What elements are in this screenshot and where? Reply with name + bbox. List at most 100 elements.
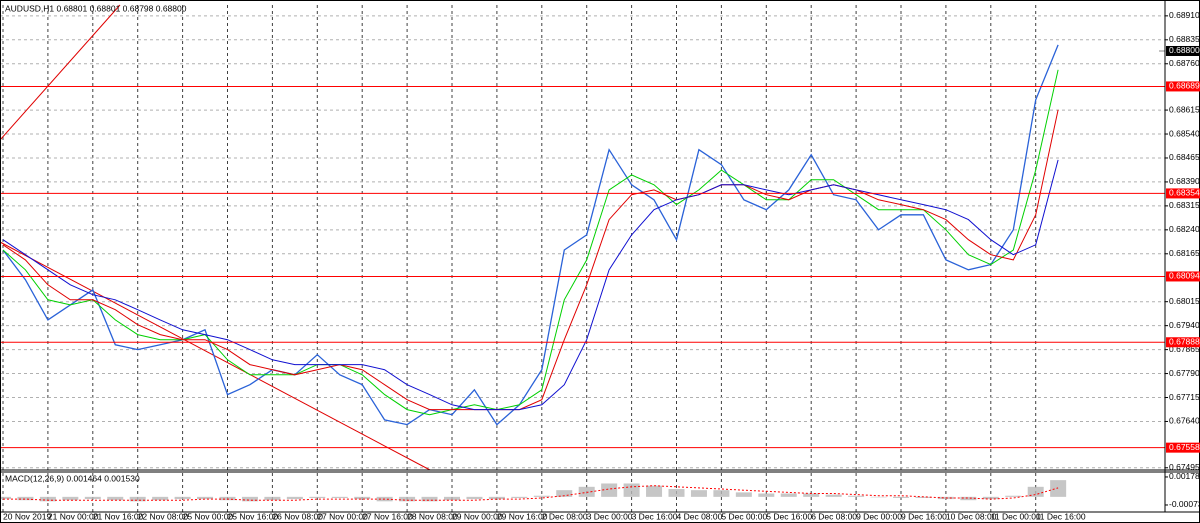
level-label-box — [1166, 271, 1200, 282]
y-tick-label: 0.68910 — [1169, 10, 1200, 20]
x-tick-label: 3 Dec 00:00 — [587, 511, 633, 521]
histogram-bar — [713, 490, 730, 497]
histogram-bar — [219, 496, 236, 501]
x-tick-label: 27 Nov 16:00 — [362, 511, 413, 521]
y-tick-label: 0.67790 — [1169, 368, 1200, 378]
x-tick-label: 25 Nov 16:00 — [228, 511, 279, 521]
level-label: 0.68094 — [1169, 271, 1200, 281]
x-tick-label: 21 Nov 16:00 — [93, 511, 144, 521]
histogram-bar — [399, 496, 416, 502]
x-tick-label: 4 Dec 08:00 — [677, 511, 723, 521]
histogram-bar — [1027, 486, 1044, 497]
series-line — [2, 159, 1059, 411]
x-tick-label: 9 Dec 00:00 — [856, 511, 902, 521]
plot-layer — [0, 44, 1165, 502]
current-price-label: 0.68800 — [1169, 45, 1200, 55]
y-tick-label: 0.68240 — [1169, 224, 1200, 234]
x-tick-label: 26 Nov 08:00 — [272, 511, 323, 521]
x-tick-label: 2 Dec 08:00 — [542, 511, 588, 521]
histogram-bar — [825, 494, 842, 497]
series-line — [2, 44, 1059, 426]
x-tick-label: 9 Dec 16:00 — [901, 511, 947, 521]
histogram-bar — [533, 495, 550, 497]
level-label: 0.68689 — [1169, 81, 1200, 91]
histogram-bar — [129, 496, 146, 502]
x-tick-label: 25 Nov 00:00 — [183, 511, 234, 521]
histogram-bar — [62, 496, 79, 501]
histogram-bar — [803, 493, 820, 497]
x-tick-label: 28 Nov 08:00 — [407, 511, 458, 521]
x-tick-label: 21 Nov 00:00 — [48, 511, 99, 521]
x-tick-label: 22 Nov 08:00 — [138, 511, 189, 521]
x-tick-label: 27 Nov 00:00 — [317, 511, 368, 521]
series-line — [2, 109, 1059, 411]
histogram-bar — [893, 496, 909, 498]
x-tick-label: 5 Dec 16:00 — [766, 511, 812, 521]
x-tick-label: 6 Dec 08:00 — [811, 511, 857, 521]
histogram-bar — [870, 496, 887, 498]
x-tick-label: 3 Dec 16:00 — [632, 511, 678, 521]
histogram-bar — [601, 483, 618, 497]
histogram-bar — [1005, 495, 1022, 497]
histogram-bar — [466, 496, 483, 500]
histogram-bar — [780, 493, 797, 497]
histogram-bar — [354, 496, 371, 500]
y-tick-label: 0.68540 — [1169, 128, 1200, 138]
histogram-bar — [17, 496, 34, 501]
histogram-bar — [623, 483, 640, 497]
histogram-bar — [488, 496, 505, 500]
histogram-bar — [960, 496, 977, 501]
y-tick-label: 0.67495 — [1169, 462, 1200, 472]
y-tick-label: 0.68165 — [1169, 248, 1200, 258]
level-label: 0.68354 — [1169, 188, 1200, 198]
histogram-bar — [511, 496, 528, 498]
x-tick-label: 29 Nov 16:00 — [497, 511, 548, 521]
histogram-bar — [421, 496, 438, 502]
y-tick-label: 0.68615 — [1169, 104, 1200, 114]
histogram-bar — [0, 496, 11, 500]
histogram-bar — [286, 496, 303, 500]
histogram-bar — [241, 496, 258, 502]
histogram-bar — [735, 492, 752, 497]
level-label-box — [1166, 442, 1200, 453]
histogram-bar — [758, 493, 775, 497]
level-label-box — [1166, 337, 1200, 348]
histogram-bar — [331, 496, 348, 498]
y-tick-label: 0.001785 — [1169, 471, 1200, 481]
x-tick-label: 5 Dec 00:00 — [721, 511, 767, 521]
y-tick-label: 0.68015 — [1169, 296, 1200, 306]
current-price-box — [1166, 45, 1200, 56]
indicator-title: MACD(12,26,9) 0.001464 0.001530 — [5, 473, 140, 483]
histogram-bar — [444, 496, 460, 501]
x-tick-label: 11 Dec 16:00 — [1036, 511, 1086, 521]
histogram-bar — [915, 496, 932, 498]
histogram-bar — [982, 496, 999, 500]
y-tick-label: 0.68390 — [1169, 176, 1200, 186]
grid-layer — [0, 5, 1165, 512]
histogram-bar — [197, 496, 214, 500]
y-tick-label: 0.68760 — [1169, 58, 1200, 68]
y-tick-label: 0.68835 — [1169, 34, 1200, 44]
histogram-bar — [264, 496, 281, 501]
y-tick-label: 0.67640 — [1169, 416, 1200, 426]
x-tick-label: 20 Nov 2019 — [3, 511, 51, 521]
y-tick-label: 0.68465 — [1169, 152, 1200, 162]
histogram-bar — [556, 490, 573, 497]
x-tick-label: 11 Dec 00:00 — [991, 511, 1041, 521]
trend-line — [0, 4, 121, 141]
y-tick-label: 0.68315 — [1169, 200, 1200, 210]
y-tick-label: 0.67865 — [1169, 344, 1200, 354]
trend-line — [0, 241, 431, 471]
level-label: 0.67888 — [1169, 337, 1200, 347]
y-tick-label: 0.67715 — [1169, 392, 1200, 402]
histogram-bar — [107, 496, 124, 501]
histogram-bar — [174, 496, 191, 500]
histogram-bar — [690, 490, 707, 497]
y-tick-label: 0.67940 — [1169, 320, 1200, 330]
histogram-bar — [84, 496, 101, 500]
x-tick-label: 10 Dec 08:00 — [946, 511, 997, 521]
level-label: 0.67558 — [1169, 442, 1200, 452]
